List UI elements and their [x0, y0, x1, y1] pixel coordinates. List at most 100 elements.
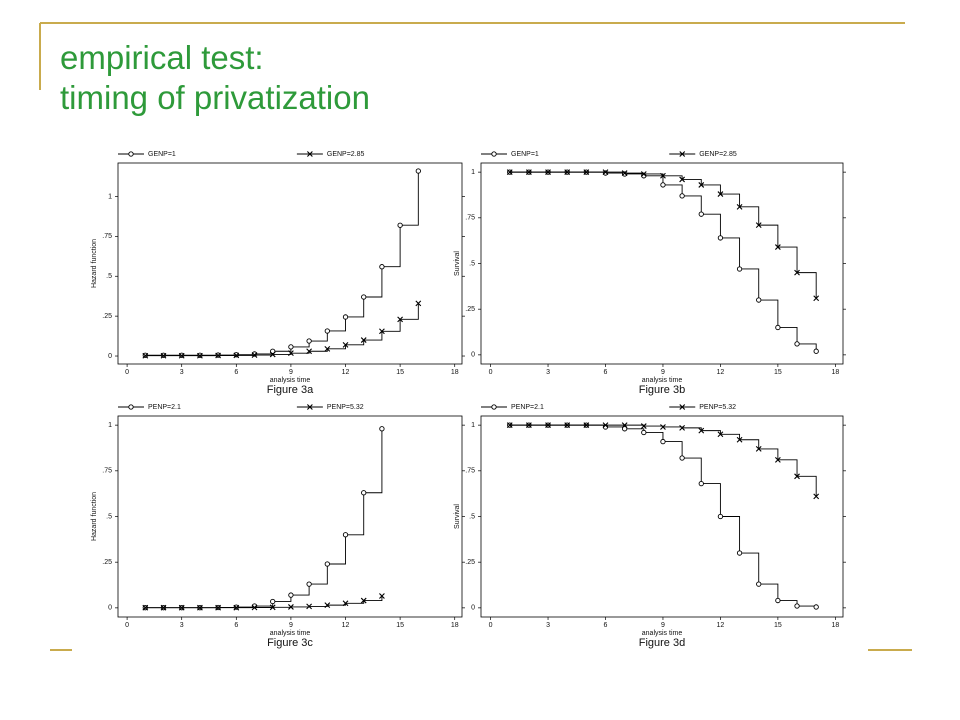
caption: Figure 3d: [639, 637, 685, 649]
y-tick-label: .5: [469, 513, 475, 520]
marker-x: [215, 352, 221, 359]
y-axis-label: Hazard function: [91, 239, 98, 288]
x-tick-label: 18: [451, 369, 459, 376]
chart: 0 3 6 9 12 15 18 0 .25 .5 .75 1 analysis timeFigure …: [454, 404, 846, 649]
x-tick-label: 3: [180, 369, 184, 376]
marker-circle: [641, 429, 647, 436]
marker-circle: [361, 294, 367, 300]
marker-x: [545, 422, 551, 429]
legend-label: GENP=1: [148, 151, 176, 158]
x-axis-label: analysis time: [270, 630, 311, 637]
marker-x: [679, 424, 685, 431]
caption: Figure 3c: [267, 637, 313, 649]
marker-x: [602, 422, 609, 429]
decoration: [39, 22, 912, 651]
x-tick-label: 0: [489, 369, 493, 376]
x-tick-label: 0: [489, 622, 493, 629]
slide-title: empirical test: timing of privatization: [60, 38, 370, 118]
y-tick-label: 0: [471, 605, 475, 612]
marker-circle: [679, 193, 685, 199]
x-tick-label: 18: [831, 622, 839, 629]
marker-circle: [813, 348, 819, 354]
marker-x: [564, 169, 571, 176]
marker-x: [583, 169, 590, 176]
marker-circle: [794, 341, 800, 347]
chart: 0 3 6 9 12 15 18 0 .25 .5 .75 1 analysis timeFigure …: [454, 151, 846, 396]
x-tick-label: 0: [125, 369, 129, 376]
marker-x: [621, 422, 628, 429]
marker-circle: [794, 603, 800, 609]
x-tick-label: 15: [396, 369, 404, 376]
marker-circle: [342, 532, 349, 538]
legend-marker: [306, 151, 313, 157]
marker-circle: [736, 550, 743, 556]
x-axis-label: analysis time: [270, 377, 311, 384]
x-tick-label: 0: [125, 622, 129, 629]
marker-x: [794, 269, 800, 276]
marker-x: [774, 244, 781, 250]
marker-x: [602, 169, 609, 176]
marker-circle: [361, 490, 367, 496]
legend-label: PENP=2.1: [148, 404, 181, 411]
marker-circle: [756, 297, 762, 303]
marker-circle: [342, 314, 349, 320]
marker-x: [142, 604, 149, 611]
series-line: [145, 303, 419, 357]
plot-frame: [117, 162, 463, 365]
x-tick-label: 15: [774, 622, 782, 629]
y-tick-label: 1: [471, 422, 475, 429]
x-tick-label: 18: [451, 622, 459, 629]
marker-x: [794, 473, 800, 480]
marker-x: [306, 603, 312, 610]
marker-x: [342, 341, 349, 348]
legend-marker: [306, 404, 313, 410]
x-tick-label: 12: [342, 622, 350, 629]
caption: Figure 3b: [639, 384, 685, 396]
marker-x: [142, 352, 149, 359]
legend-label: GENP=2.85: [699, 151, 737, 158]
series-line: [145, 428, 383, 609]
x-tick-label: 12: [342, 369, 350, 376]
x-tick-label: 15: [396, 622, 404, 629]
y-axis-label: Survival: [454, 504, 461, 529]
marker-x: [415, 300, 422, 307]
marker-x: [269, 604, 276, 611]
x-tick-label: 9: [661, 622, 665, 629]
series-line: [509, 424, 817, 607]
legend-marker: [679, 404, 686, 410]
y-tick-label: 1: [471, 169, 475, 176]
y-tick-label: .5: [469, 260, 475, 267]
x-tick-label: 3: [546, 622, 550, 629]
marker-x: [755, 446, 762, 452]
legend-marker: [128, 404, 134, 410]
marker-circle: [698, 480, 704, 487]
marker-x: [755, 222, 762, 229]
series-line: [145, 170, 419, 356]
marker-x: [233, 604, 240, 611]
marker-x: [360, 597, 367, 604]
legend-label: PENP=5.32: [699, 404, 736, 411]
marker-circle: [698, 211, 704, 217]
marker-x: [660, 424, 666, 430]
y-tick-label: 1: [108, 422, 112, 429]
y-tick-label: .5: [106, 513, 112, 520]
marker-x: [698, 182, 705, 188]
marker-x: [178, 352, 185, 359]
x-tick-label: 18: [831, 369, 839, 376]
marker-x: [251, 604, 258, 611]
marker-x: [525, 169, 532, 176]
x-axis-label: analysis time: [642, 377, 683, 384]
legend-label: GENP=2.85: [327, 151, 365, 158]
plot-frame: [117, 415, 463, 618]
marker-x: [324, 602, 331, 609]
chart: 0 3 6 9 12 15 18 0 .25 .5 .75 1 analysis timeFigure …: [91, 404, 465, 649]
marker-x: [251, 352, 258, 358]
marker-circle: [775, 597, 781, 604]
y-tick-label: .25: [102, 559, 112, 566]
marker-circle: [660, 438, 666, 445]
x-tick-label: 15: [774, 369, 782, 376]
y-tick-label: 0: [471, 352, 475, 359]
title-line: timing of privatization: [60, 79, 370, 116]
marker-circle: [775, 324, 781, 331]
